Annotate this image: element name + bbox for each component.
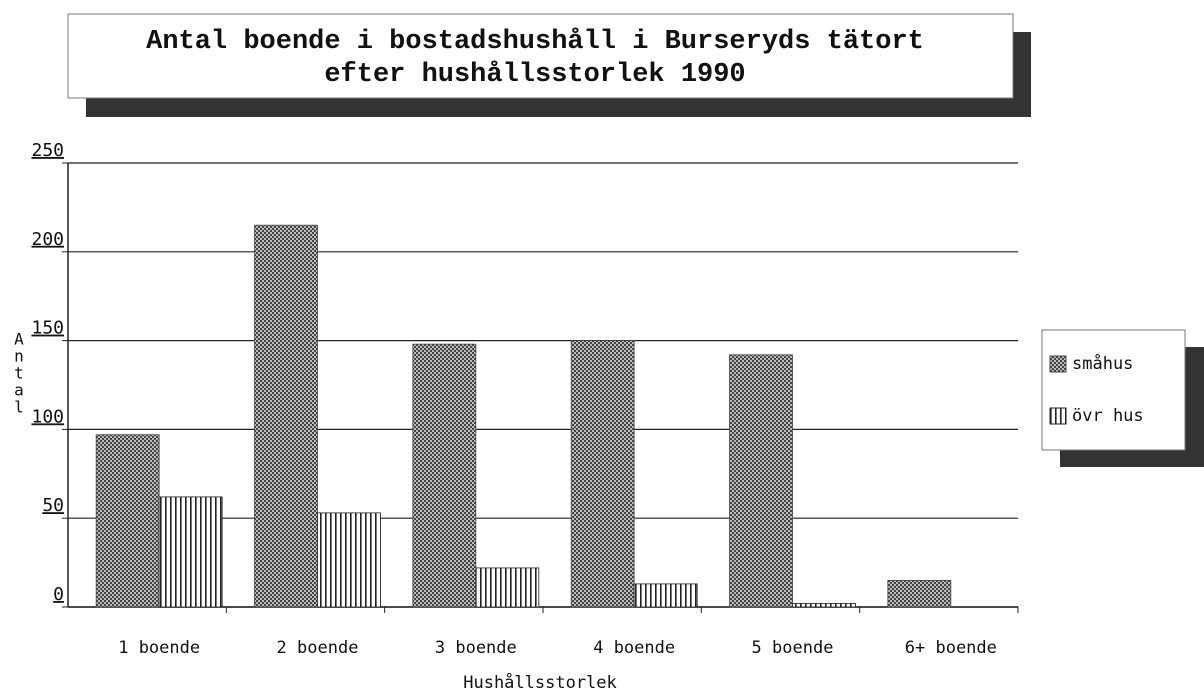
bar bbox=[95, 434, 160, 608]
x-tick-label: 3 boende bbox=[435, 638, 517, 658]
bar bbox=[158, 496, 223, 608]
legend-label: övr hus bbox=[1072, 406, 1144, 426]
y-tick-label: 150 bbox=[31, 318, 64, 339]
x-tick-label: 6+ boende bbox=[905, 638, 997, 658]
y-tick-label: 200 bbox=[31, 229, 64, 250]
legend-swatch bbox=[1049, 407, 1067, 425]
x-axis-label: Hushållsstorlek bbox=[463, 672, 617, 693]
title-box bbox=[67, 13, 1014, 99]
bar bbox=[475, 567, 540, 608]
x-tick-label: 4 boende bbox=[593, 638, 675, 658]
legend-swatch bbox=[1049, 355, 1067, 373]
legend-label: småhus bbox=[1072, 353, 1133, 374]
x-tick-label: 1 boende bbox=[118, 638, 200, 658]
y-tick-label: 0 bbox=[53, 584, 64, 605]
bar bbox=[570, 340, 635, 608]
chart-subtitle: efter hushållsstorlek 1990 bbox=[324, 60, 745, 90]
bar bbox=[792, 603, 856, 608]
chart-title: Antal boende i bostadshushåll i Burseryd… bbox=[146, 27, 924, 57]
x-tick-label: 5 boende bbox=[752, 638, 834, 658]
x-tick-label: 2 boende bbox=[277, 638, 359, 658]
bar bbox=[254, 224, 318, 608]
bar bbox=[633, 583, 698, 608]
bar bbox=[887, 579, 952, 608]
bar bbox=[729, 354, 793, 608]
y-axis-label: Antal bbox=[10, 330, 29, 415]
bar bbox=[317, 512, 381, 608]
y-tick-label: 100 bbox=[31, 406, 64, 427]
bar bbox=[412, 343, 477, 608]
y-tick-label: 250 bbox=[31, 140, 64, 161]
legend-box bbox=[1041, 329, 1186, 451]
y-tick-label: 50 bbox=[42, 495, 64, 516]
